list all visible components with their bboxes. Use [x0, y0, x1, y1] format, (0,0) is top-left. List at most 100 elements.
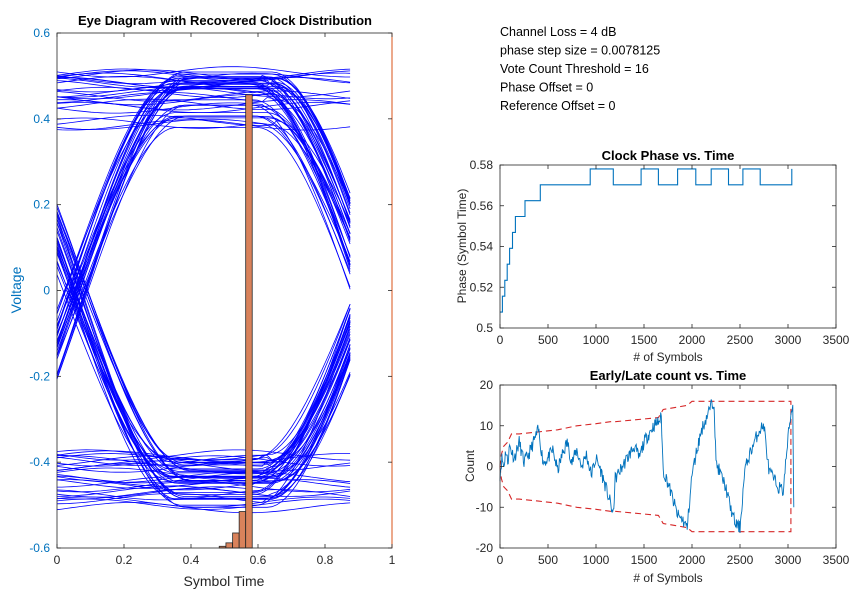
eye-trace — [56, 104, 351, 379]
eye-trace — [56, 81, 351, 352]
clock-phase-chart: Clock Phase vs. Time 0 500 1000 1500 2000 250… — [455, 148, 850, 364]
eye-trace — [56, 86, 351, 220]
y-tick-label: -0.4 — [29, 455, 50, 469]
y-tick-label: 0.56 — [470, 199, 494, 213]
y-tick-label: -10 — [476, 500, 494, 514]
x-tick-label: 2000 — [679, 333, 706, 347]
eye-chart-title: Eye Diagram with Recovered Clock Distrib… — [78, 13, 372, 28]
eye-traces — [56, 66, 351, 514]
eye-trace — [56, 449, 351, 461]
el-x-ticks: 0 500 1000 1500 2000 2500 3000 3500 — [497, 385, 850, 567]
phase-x-ticks: 0 500 1000 1500 2000 2500 3000 3500 — [497, 165, 850, 347]
eye-trace — [56, 127, 351, 360]
eye-trace — [56, 118, 351, 239]
y-tick-label: 0.6 — [33, 26, 50, 40]
y-tick-label: 0.58 — [470, 158, 494, 172]
x-tick-label: 2500 — [727, 553, 754, 567]
eye-trace — [56, 116, 351, 334]
phase-line — [500, 168, 793, 313]
x-tick-label: 2000 — [679, 553, 706, 567]
phase-plot-area — [500, 168, 793, 313]
eye-trace — [56, 90, 351, 102]
info-vote-threshold: Vote Count Threshold = 16 — [500, 62, 649, 76]
eye-trace — [56, 489, 351, 501]
phase-y-ticks: 0.5 0.52 0.54 0.56 0.58 — [470, 158, 836, 335]
x-tick-label: 0.6 — [250, 553, 267, 567]
info-phase-step: phase step size = 0.0078125 — [500, 44, 660, 58]
eye-trace — [56, 115, 351, 357]
el-y-label: Count — [463, 449, 477, 482]
x-tick-label: 1500 — [631, 333, 658, 347]
y-tick-label: 10 — [480, 419, 494, 433]
eye-trace — [56, 248, 351, 470]
eye-trace — [56, 204, 351, 466]
eye-trace — [56, 77, 351, 222]
info-channel-loss: Channel Loss = 4 dB — [500, 25, 616, 39]
el-chart-title: Early/Late count vs. Time — [590, 368, 747, 383]
el-x-label: # of Symbols — [633, 571, 702, 585]
x-tick-label: 2500 — [727, 333, 754, 347]
eye-y-ticks: -0.6 -0.4 -0.2 0 0.2 0.4 0.6 — [29, 26, 392, 555]
eye-trace — [56, 321, 351, 461]
x-tick-label: 500 — [538, 553, 558, 567]
phase-axes-box — [499, 164, 837, 329]
eye-trace — [56, 245, 351, 473]
eye-trace — [57, 77, 351, 89]
y-tick-label: 0 — [486, 460, 493, 474]
x-tick-label: 0.8 — [317, 553, 334, 567]
eye-trace — [56, 339, 351, 473]
el-y-ticks: -20 -10 0 10 20 — [476, 378, 836, 555]
eye-trace — [56, 237, 351, 500]
y-tick-label: 20 — [480, 378, 494, 392]
el-plot-area — [499, 399, 795, 534]
x-tick-label: 0 — [497, 553, 504, 567]
y-tick-label: -20 — [476, 541, 494, 555]
eye-trace — [56, 352, 351, 505]
eye-y-label: Voltage — [8, 266, 24, 313]
y-tick-label: 0.2 — [33, 198, 50, 212]
x-tick-label: 3500 — [823, 333, 850, 347]
x-tick-label: 0.2 — [116, 553, 133, 567]
eye-trace — [56, 485, 351, 497]
eye-trace — [56, 211, 351, 477]
eye-trace — [56, 472, 351, 484]
eye-trace — [56, 86, 351, 267]
eye-trace — [56, 304, 351, 462]
eye-trace — [56, 253, 351, 474]
eye-trace — [56, 219, 351, 472]
eye-trace — [56, 455, 351, 467]
eye-trace — [56, 72, 351, 84]
y-tick-label: 0.54 — [470, 240, 494, 254]
y-tick-label: 0.5 — [476, 321, 493, 335]
phase-y-label: Phase (Symbol Time) — [455, 189, 469, 304]
info-text-block: Channel Loss = 4 dB phase step size = 0.… — [500, 25, 660, 113]
x-tick-label: 3000 — [775, 553, 802, 567]
eye-trace — [56, 502, 351, 514]
count-line — [499, 399, 795, 534]
eye-trace — [56, 99, 351, 310]
info-reference-offset: Reference Offset = 0 — [500, 99, 616, 113]
threshold-lower — [499, 466, 792, 533]
phase-x-label: # of Symbols — [633, 350, 702, 364]
info-phase-offset: Phase Offset = 0 — [500, 81, 593, 95]
eye-trace — [56, 246, 351, 497]
early-late-chart: Early/Late count vs. Time 0 500 1000 1500 20… — [463, 368, 850, 585]
eye-diagram-chart: Eye Diagram with Recovered Clock Distrib… — [8, 13, 396, 589]
y-tick-label: -0.2 — [29, 369, 50, 383]
x-tick-label: 3500 — [823, 553, 850, 567]
y-tick-label: 0 — [43, 284, 50, 298]
eye-trace — [56, 114, 351, 224]
x-tick-label: 1000 — [583, 333, 610, 347]
eye-trace — [56, 117, 351, 262]
eye-trace — [56, 68, 351, 80]
x-tick-label: 1500 — [631, 553, 658, 567]
histogram-bar — [232, 532, 240, 549]
phase-chart-title: Clock Phase vs. Time — [602, 148, 735, 163]
eye-trace — [56, 322, 351, 498]
eye-x-ticks: 0 0.2 0.4 0.6 0.8 1 — [54, 33, 396, 567]
eye-trace — [56, 102, 351, 245]
eye-trace — [56, 92, 351, 234]
eye-trace — [56, 73, 351, 344]
x-tick-label: 3000 — [775, 333, 802, 347]
